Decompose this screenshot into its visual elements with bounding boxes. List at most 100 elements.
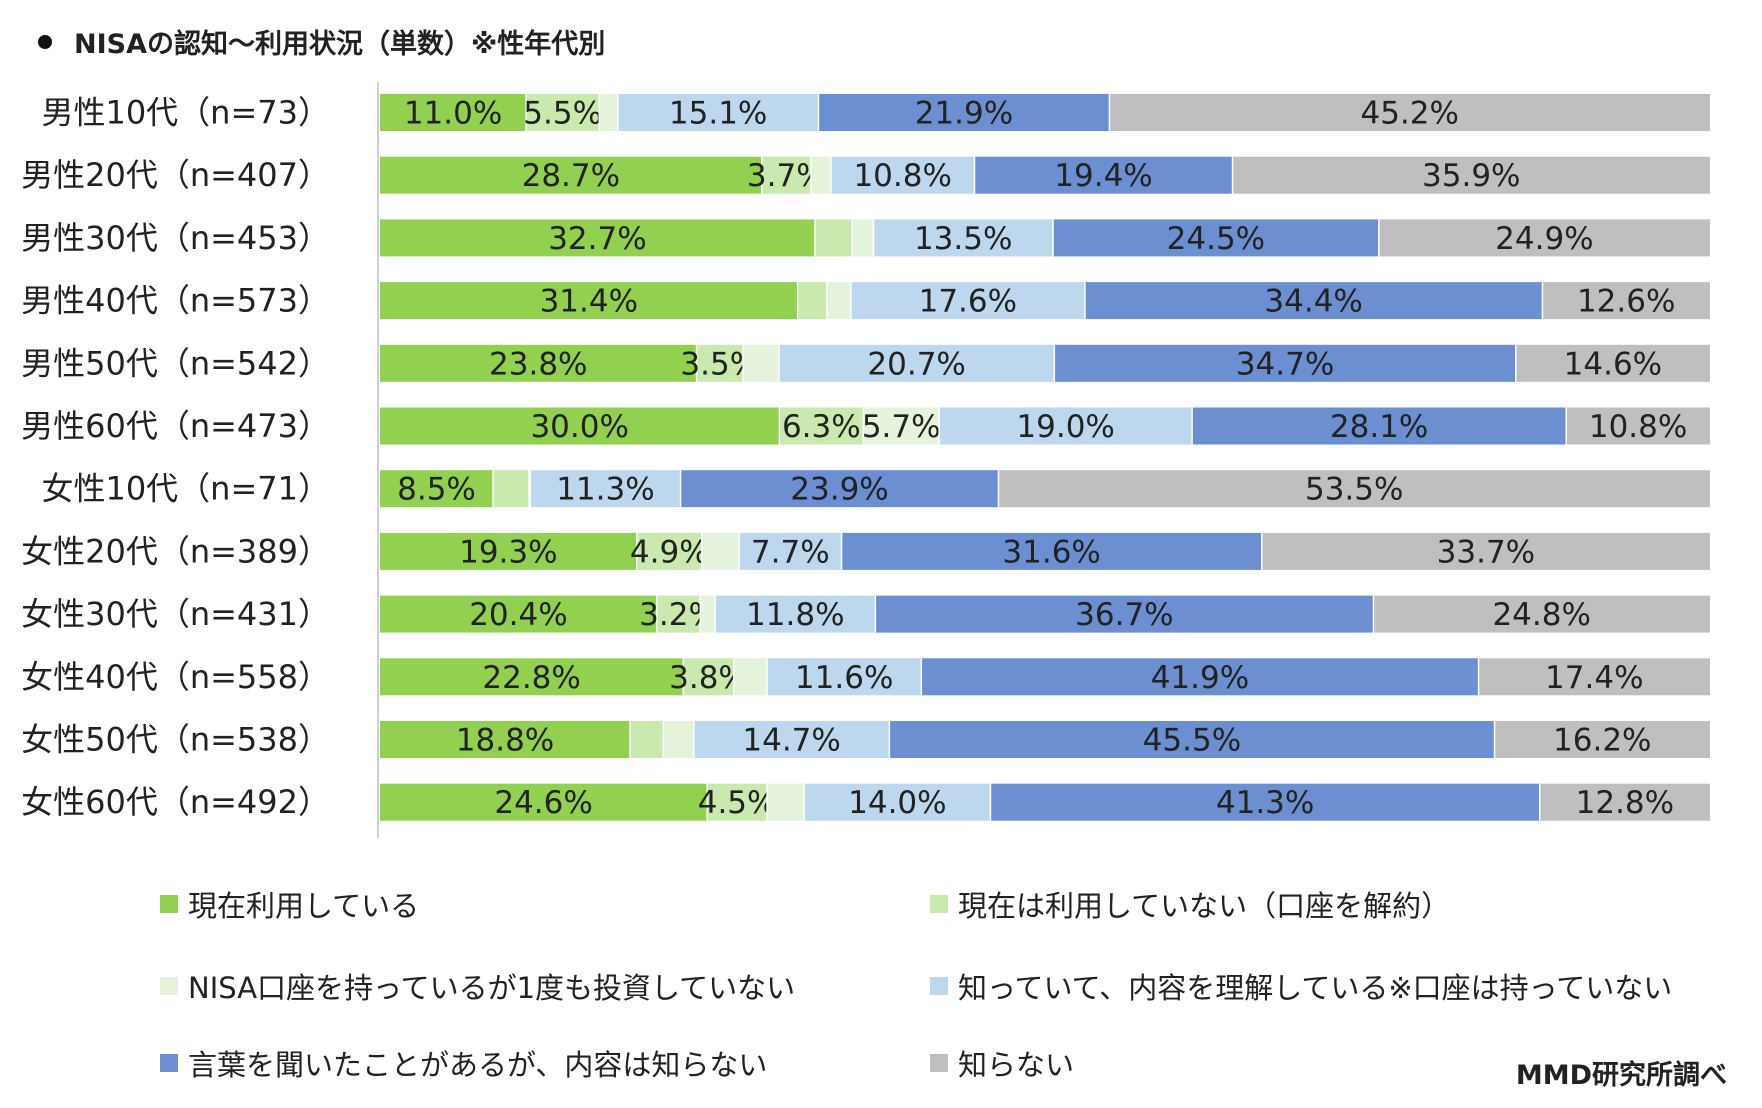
bar-segment [1373, 595, 1710, 633]
bar-segment [380, 658, 684, 696]
legend-label: 知らない [958, 1048, 1075, 1082]
bar-segment [767, 658, 922, 696]
legend-swatch [160, 1054, 178, 1072]
value-label: 18.8% [456, 723, 554, 759]
bar-segment [889, 721, 1495, 758]
value-label: 5.7% [862, 409, 941, 445]
bar-segment [939, 407, 1193, 445]
bar-segment [1232, 156, 1710, 194]
value-label: 15.1% [669, 96, 767, 132]
legend-item: 知らない [930, 1042, 1074, 1084]
legend-item: 現在利用している [160, 883, 419, 925]
value-label: 35.9% [1422, 158, 1520, 194]
source-credit: MMD研究所調べ [1515, 1060, 1727, 1091]
bar-segment [380, 595, 657, 633]
bar-segment [693, 721, 890, 758]
bar-segment [617, 94, 819, 131]
bar-segment [1054, 344, 1516, 382]
bar-segment [830, 156, 975, 194]
legend-label: 現在は利用していない（口座を解約） [958, 889, 1451, 923]
bar-segment [701, 532, 740, 570]
bar-segment [1539, 783, 1710, 821]
legend-item: 言葉を聞いたことがあるが、内容は知らない [160, 1042, 767, 1084]
category-label: 男性60代（n=473） [21, 407, 330, 445]
bar-segment [826, 282, 851, 320]
category-label: 男性50代（n=542） [21, 344, 330, 382]
legend-swatch [930, 977, 948, 995]
bar-segment [810, 156, 831, 194]
value-label: 28.1% [1330, 409, 1428, 445]
bar-segment [1542, 282, 1710, 320]
bar-segment [1566, 407, 1710, 445]
value-label: 41.9% [1151, 660, 1249, 696]
legend-swatch [160, 977, 178, 995]
bar-segment [380, 721, 631, 758]
bar-segment [380, 282, 798, 320]
value-label: 30.0% [530, 409, 628, 445]
category-label: 女性10代（n=71） [41, 470, 330, 508]
bar-segment [1478, 658, 1710, 696]
value-label: 24.5% [1167, 221, 1265, 257]
value-label: 17.4% [1545, 660, 1643, 696]
bar-segment [1084, 282, 1543, 320]
value-label: 41.3% [1216, 785, 1314, 821]
bar-segment [630, 721, 664, 758]
bar-segment [814, 219, 853, 257]
bar-segment [380, 94, 527, 131]
bar-segment [683, 658, 734, 696]
bar-segment [850, 282, 1085, 320]
value-label: 4.9% [630, 534, 709, 570]
value-label: 14.0% [848, 785, 946, 821]
value-label: 14.6% [1564, 346, 1662, 382]
value-label: 24.6% [494, 785, 592, 821]
category-label: 男性30代（n=453） [21, 219, 330, 257]
value-label: 12.8% [1576, 785, 1674, 821]
value-label: 32.7% [548, 221, 646, 257]
bar-segment [636, 532, 702, 570]
value-label: 17.6% [919, 284, 1017, 320]
value-label: 19.0% [1016, 409, 1114, 445]
value-label: 19.4% [1054, 158, 1152, 194]
bar-segment [804, 783, 991, 821]
category-label: 女性50代（n=538） [21, 721, 330, 759]
bar-segment [841, 532, 1262, 570]
legend-swatch [930, 895, 948, 913]
bar-segment [663, 721, 694, 758]
value-label: 45.2% [1360, 96, 1458, 132]
bar-segment [380, 156, 762, 194]
bar-segment [380, 783, 708, 821]
value-label: 13.5% [914, 221, 1012, 257]
bar-segment [998, 470, 1710, 508]
bar-segment [779, 344, 1055, 382]
bar-segment [875, 595, 1374, 633]
bar-segment [526, 94, 600, 131]
bar-segment [863, 407, 940, 445]
category-label: 男性10代（n=73） [41, 94, 330, 132]
value-label: 7.7% [751, 534, 830, 570]
bar-segment [733, 658, 768, 696]
value-label: 20.7% [867, 346, 965, 382]
value-label: 11.0% [404, 96, 502, 132]
category-label: 女性20代（n=389） [21, 532, 330, 570]
bar-segment [1192, 407, 1567, 445]
value-label: 45.5% [1143, 723, 1241, 759]
value-label: 10.8% [1589, 409, 1687, 445]
bar-segment [990, 783, 1540, 821]
value-label: 31.6% [1002, 534, 1100, 570]
value-label: 53.5% [1305, 472, 1403, 508]
legend-item: 知っていて、内容を理解している※口座は持っていない [930, 965, 1672, 1007]
value-label: 34.7% [1236, 346, 1334, 382]
bar-segment [696, 344, 744, 382]
bar-segment [380, 219, 815, 257]
legend-label: NISA口座を持っているが1度も投資していない [188, 971, 796, 1005]
bar-segment [380, 532, 637, 570]
legend-swatch [930, 1054, 948, 1072]
value-label: 11.6% [795, 660, 893, 696]
bar-segment [1378, 219, 1710, 257]
bar-segment [380, 344, 697, 382]
bar-segment [380, 407, 780, 445]
value-label: 6.3% [782, 409, 861, 445]
bar-segment [599, 94, 618, 131]
chart-title-text: NISAの認知～利用状況（単数）※性年代別 [74, 29, 606, 60]
